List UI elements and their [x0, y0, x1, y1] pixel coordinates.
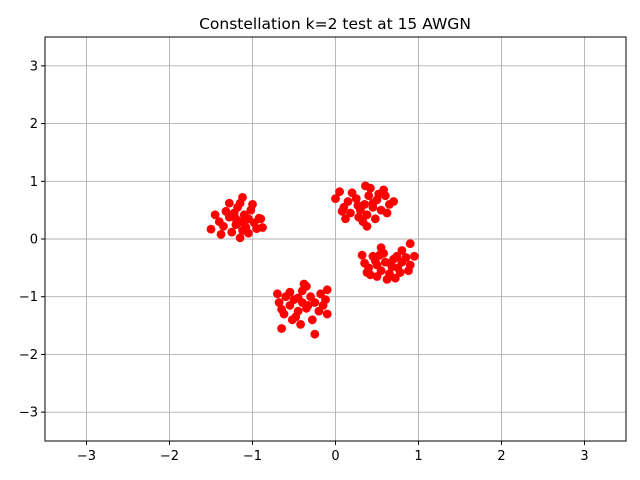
- grid: [45, 37, 626, 441]
- x-tick-label-0: −3: [77, 449, 96, 464]
- x-tick-label-5: 2: [497, 449, 505, 464]
- data-point-44: [370, 214, 380, 224]
- data-point-59: [382, 208, 392, 218]
- data-point-86: [404, 266, 413, 276]
- data-point-74: [390, 273, 400, 283]
- data-point-53: [341, 214, 350, 224]
- data-point-79: [397, 246, 407, 255]
- x-tick-label-4: 1: [414, 449, 422, 464]
- data-point-116: [310, 329, 320, 339]
- data-point-114: [299, 279, 309, 289]
- y-tick-label-0: −3: [19, 406, 38, 421]
- data-point-52: [362, 221, 372, 231]
- data-point-55: [353, 201, 363, 210]
- data-point-13: [214, 217, 224, 227]
- data-point-111: [273, 289, 282, 299]
- data-point-108: [279, 309, 289, 319]
- data-point-80: [405, 239, 415, 249]
- x-tick-label-1: −2: [160, 449, 179, 464]
- data-point-78: [376, 243, 386, 253]
- data-point-38: [347, 188, 357, 198]
- data-point-37: [362, 210, 372, 220]
- data-point-95: [285, 301, 295, 310]
- y-tick-label-3: 0: [30, 233, 38, 248]
- data-points: [206, 181, 419, 339]
- data-point-82: [382, 275, 392, 284]
- data-point-71: [360, 258, 369, 268]
- data-point-107: [296, 320, 305, 329]
- data-point-77: [357, 250, 367, 260]
- data-point-118: [303, 301, 313, 310]
- data-point-54: [368, 198, 378, 208]
- data-point-24: [256, 214, 266, 224]
- data-point-45: [335, 187, 344, 197]
- data-point-51: [389, 197, 398, 206]
- data-point-57: [374, 189, 384, 199]
- data-point-112: [321, 295, 330, 304]
- data-point-115: [277, 324, 286, 333]
- data-point-110: [322, 309, 332, 319]
- data-point-76: [410, 251, 419, 261]
- data-point-27: [216, 230, 226, 239]
- data-point-29: [239, 218, 249, 228]
- x-tick-label-6: 3: [580, 449, 588, 464]
- data-point-56: [361, 181, 370, 191]
- data-point-113: [287, 315, 297, 325]
- data-point-50: [331, 194, 340, 204]
- data-point-18: [221, 206, 231, 216]
- data-point-23: [258, 223, 267, 232]
- data-point-119: [293, 293, 303, 303]
- data-point-97: [310, 298, 320, 307]
- data-point-48: [346, 208, 355, 218]
- data-point-22: [235, 233, 245, 243]
- data-point-20: [206, 224, 216, 234]
- y-tick-label-5: 2: [30, 117, 38, 132]
- data-point-26: [244, 228, 253, 238]
- data-point-34: [364, 191, 374, 201]
- data-point-87: [375, 250, 384, 260]
- data-point-88: [385, 258, 395, 268]
- data-point-117: [322, 285, 332, 295]
- data-point-109: [316, 289, 325, 299]
- x-tick-label-3: 0: [331, 449, 339, 464]
- x-tick-label-2: −1: [243, 449, 262, 464]
- y-tick-label-4: 1: [30, 175, 38, 190]
- y-tick-label-2: −1: [19, 290, 38, 305]
- data-point-19: [210, 210, 220, 220]
- y-tick-label-6: 3: [30, 59, 38, 74]
- data-point-3: [239, 210, 249, 220]
- data-point-105: [274, 298, 284, 307]
- data-point-25: [224, 198, 234, 208]
- data-point-69: [401, 253, 411, 262]
- data-point-70: [372, 272, 382, 281]
- data-point-58: [337, 206, 347, 216]
- data-point-103: [285, 287, 295, 297]
- data-point-28: [231, 214, 241, 224]
- data-point-17: [248, 200, 257, 209]
- chart-title: Constellation k=2 test at 15 AWGN: [199, 15, 471, 33]
- axis-ticks: −3 −2 −1 0 1 2 3 −3 −2 −1 0 1 2 3: [19, 59, 589, 464]
- data-point-11: [227, 227, 237, 237]
- data-point-21: [238, 193, 247, 202]
- data-point-89: [392, 251, 402, 261]
- y-tick-label-1: −2: [19, 348, 38, 363]
- data-point-85: [362, 268, 372, 277]
- data-point-83: [395, 268, 405, 277]
- data-point-106: [307, 315, 317, 325]
